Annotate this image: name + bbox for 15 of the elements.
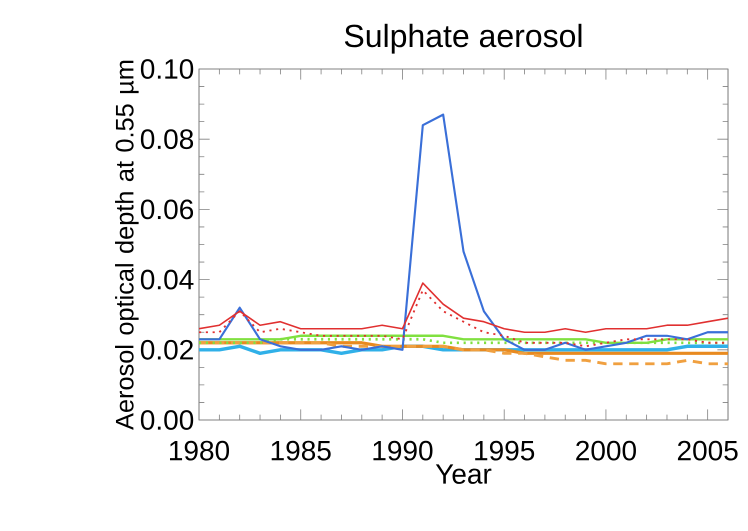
y-tick-label: 0.00 (140, 410, 194, 430)
chart-title: Sulphate aerosol (344, 24, 582, 54)
x-axis-title: Year (436, 464, 492, 484)
y-tick-label: 0.08 (140, 129, 194, 150)
x-tick-label: 2005 (678, 440, 738, 461)
x-tick-label: 1995 (475, 440, 534, 461)
y-axis-title: Aerosol optical depth at 0.55 µm (115, 60, 139, 430)
y-tick-label: 0.06 (140, 199, 194, 220)
y-tick-label: 0.02 (140, 340, 193, 360)
y-tick-label: 0.04 (140, 270, 194, 290)
x-tick-label: 2000 (576, 440, 636, 461)
x-tick-label: 1980 (170, 440, 230, 461)
x-tick-label: 1990 (373, 440, 432, 461)
y-tick-label: 0.10 (140, 59, 194, 79)
x-tick-label: 1985 (272, 440, 331, 461)
